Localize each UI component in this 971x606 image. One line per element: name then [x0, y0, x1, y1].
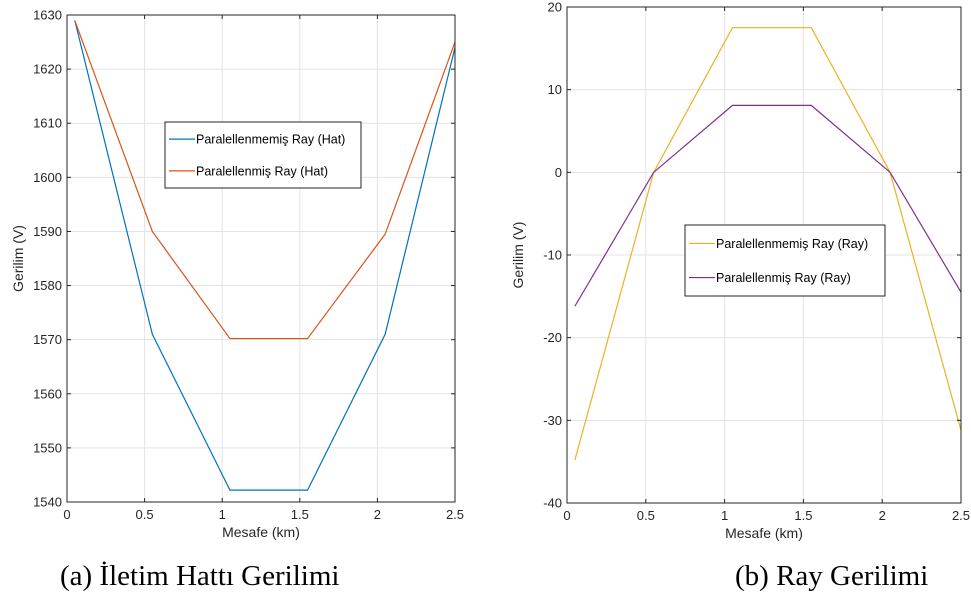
y-tick-label: 1610 — [33, 116, 62, 131]
legend: Paralellenmemiş Ray (Hat) Paralellenmiş R… — [164, 121, 362, 189]
y-axis-label: Gerilim (V) — [510, 222, 526, 289]
x-tick-label: 0.5 — [637, 508, 655, 523]
caption-a: (a) İletim Hattı Gerilimi — [60, 560, 340, 592]
x-tick-label: 0 — [63, 507, 70, 522]
series-line-2 — [74, 20, 456, 340]
x-tick-label: 1.5 — [291, 507, 309, 522]
x-tick-label: 2.5 — [446, 507, 464, 522]
y-axis-label: Gerilim (V) — [10, 225, 26, 292]
figure: 0 0.5 1 1.5 2 2.5 1540 1550 1560 1570 1580 1590 1600… — [10, 0, 970, 541]
caption-b: (b) Ray Gerilimi — [735, 560, 929, 592]
x-tick-label: 1 — [219, 507, 226, 522]
chart-a: 0 0.5 1 1.5 2 2.5 1540 1550 1560 1570 1580 1590 1600… — [10, 8, 464, 541]
y-tick-label: 1630 — [33, 8, 62, 23]
x-tick-label: 1 — [721, 508, 728, 523]
chart-b: 0 0.5 1 1.5 2 2.5 -40 -30 -20 -10 0 10 20 Mesafe (km)… — [510, 0, 970, 541]
y-tick-label: 1550 — [33, 440, 62, 455]
y-tick-label: -30 — [543, 413, 562, 428]
legend: Paralellenmemiş Ray (Ray) Paralellenmiş R… — [684, 224, 886, 297]
y-tick-label: -20 — [543, 330, 562, 345]
x-tick-label: 2 — [879, 508, 886, 523]
legend-box — [684, 224, 886, 297]
y-tick-label: 1570 — [33, 332, 62, 347]
y-tick-label: 1600 — [33, 170, 62, 185]
x-tick-label: 1.5 — [794, 508, 812, 523]
y-tick-label: 0 — [555, 165, 562, 180]
series-line-2 — [574, 104, 962, 307]
x-tick-label: 0.5 — [136, 507, 154, 522]
series-line-1 — [74, 20, 456, 491]
y-tick-label: -40 — [543, 496, 562, 511]
y-tick-label: 1580 — [33, 278, 62, 293]
legend-label-2: Paralellenmiş Ray (Hat) — [196, 164, 328, 178]
legend-label-1: Paralellenmemiş Ray (Ray) — [716, 237, 868, 251]
y-tick-label: 1590 — [33, 224, 62, 239]
y-tick-label: 1560 — [33, 386, 62, 401]
y-tick-label: 1540 — [33, 495, 62, 510]
x-axis-label: Mesafe (km) — [725, 525, 803, 541]
y-tick-label: 10 — [548, 82, 562, 97]
legend-label-2: Paralellenmiş Ray (Ray) — [716, 271, 851, 285]
x-axis-label: Mesafe (km) — [222, 524, 300, 540]
x-tick-label: 2.5 — [952, 508, 970, 523]
y-tick-label: -10 — [543, 248, 562, 263]
plot-frame — [66, 14, 456, 503]
legend-box — [164, 121, 362, 189]
legend-label-1: Paralellenmemiş Ray (Hat) — [196, 133, 345, 147]
y-tick-label: 20 — [548, 0, 562, 15]
x-tick-label: 0 — [563, 508, 570, 523]
series-line-1 — [574, 27, 962, 461]
y-tick-label: 1620 — [33, 62, 62, 77]
x-tick-label: 2 — [374, 507, 381, 522]
